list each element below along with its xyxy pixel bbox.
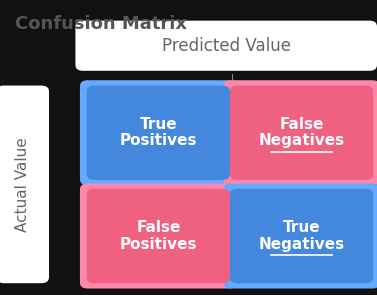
FancyBboxPatch shape — [87, 86, 230, 180]
FancyBboxPatch shape — [80, 80, 237, 185]
FancyBboxPatch shape — [230, 86, 373, 180]
Text: Positives: Positives — [120, 237, 197, 252]
Text: True: True — [139, 117, 177, 132]
Text: False: False — [136, 220, 181, 235]
Text: Actual Value: Actual Value — [15, 137, 30, 232]
FancyBboxPatch shape — [230, 189, 373, 283]
Text: Positives: Positives — [120, 133, 197, 148]
Text: True: True — [283, 220, 320, 235]
Text: Predicted Value: Predicted Value — [162, 37, 291, 55]
FancyBboxPatch shape — [80, 183, 237, 289]
FancyBboxPatch shape — [223, 183, 377, 289]
Text: Confusion Matrix: Confusion Matrix — [15, 15, 187, 33]
FancyBboxPatch shape — [87, 189, 230, 283]
Text: False: False — [279, 117, 324, 132]
FancyBboxPatch shape — [75, 21, 377, 71]
Text: Negatives: Negatives — [259, 237, 345, 252]
FancyBboxPatch shape — [0, 86, 49, 283]
Text: Negatives: Negatives — [259, 133, 345, 148]
FancyBboxPatch shape — [223, 80, 377, 185]
